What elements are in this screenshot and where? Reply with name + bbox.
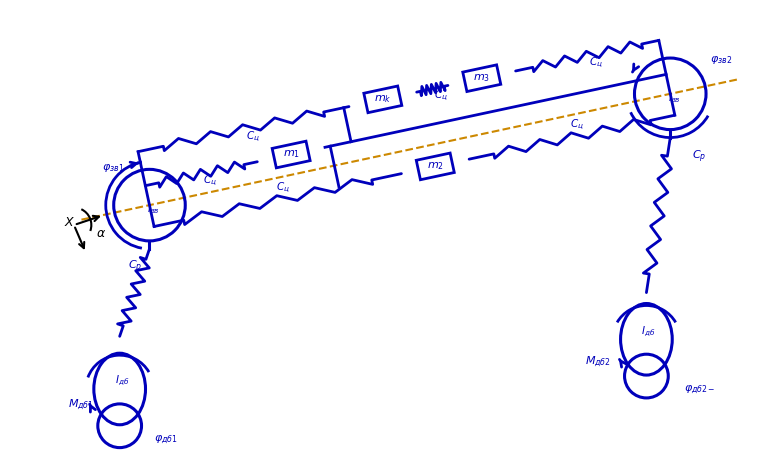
Text: $\varphi_{зв1}$: $\varphi_{зв1}$: [102, 162, 124, 175]
FancyBboxPatch shape: [463, 65, 501, 92]
Text: $\varphi_{дб2-}$: $\varphi_{дб2-}$: [684, 383, 716, 396]
Text: $I_{дб}$: $I_{дб}$: [115, 374, 129, 388]
Text: $M_{дб1}$: $M_{дб1}$: [68, 397, 94, 412]
Text: $\alpha$: $\alpha$: [96, 227, 106, 240]
Text: $\varphi_{дб1}$: $\varphi_{дб1}$: [154, 433, 178, 446]
Text: $I_{дб}$: $I_{дб}$: [641, 324, 656, 339]
Text: $C_ц$: $C_ц$: [245, 129, 259, 143]
Text: $I_{зв}$: $I_{зв}$: [668, 91, 681, 105]
Text: $X$: $X$: [64, 216, 76, 229]
Text: $C_ц$: $C_ц$: [276, 181, 290, 195]
Text: $m_3$: $m_3$: [473, 72, 490, 84]
Text: $C_ц$: $C_ц$: [589, 56, 603, 70]
Text: $C_ц$: $C_ц$: [203, 174, 217, 188]
Text: $m_2$: $m_2$: [427, 161, 444, 172]
FancyBboxPatch shape: [364, 86, 402, 113]
Text: $I_{зв}$: $I_{зв}$: [147, 202, 160, 216]
Text: $C_p$: $C_p$: [692, 149, 707, 165]
Text: $C_p$: $C_p$: [128, 258, 142, 275]
Text: $m_1$: $m_1$: [283, 149, 300, 161]
Text: $C_ц$: $C_ц$: [435, 89, 448, 103]
FancyBboxPatch shape: [416, 153, 454, 180]
FancyBboxPatch shape: [272, 141, 310, 168]
Text: $M_{дб2}$: $M_{дб2}$: [585, 354, 611, 369]
Text: $m_k$: $m_k$: [374, 93, 392, 105]
Text: $\varphi_{зв2}$: $\varphi_{зв2}$: [710, 54, 732, 66]
Text: $C_ц$: $C_ц$: [570, 118, 583, 132]
